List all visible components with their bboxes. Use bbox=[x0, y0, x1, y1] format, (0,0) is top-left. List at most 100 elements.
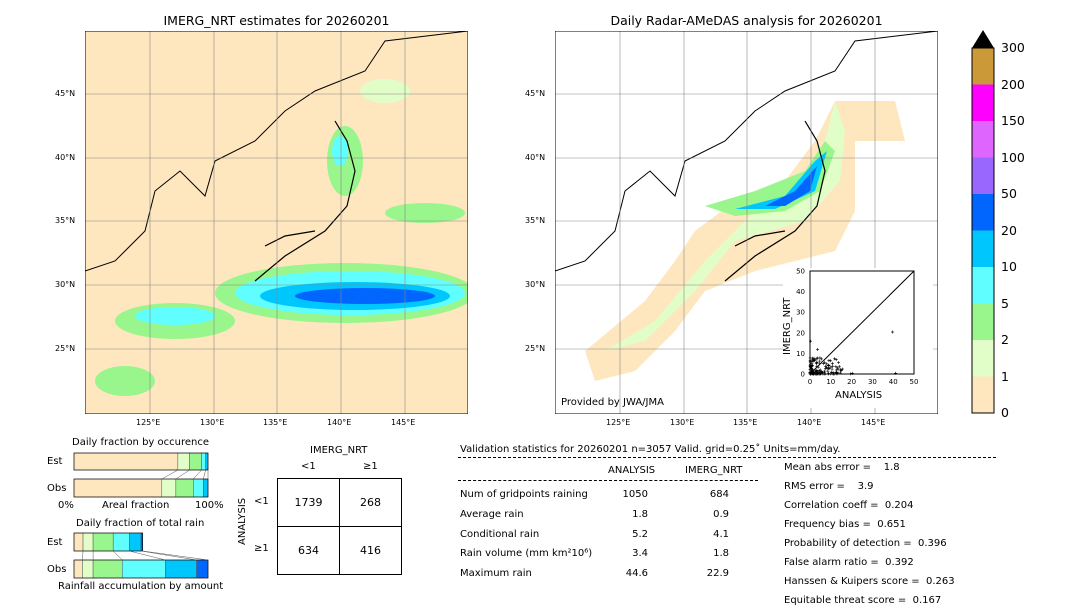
lon-tick-label: 135°E bbox=[733, 418, 758, 427]
score-line: Hanssen & Kuipers score = 0.263 bbox=[784, 576, 955, 587]
colorbar-segment bbox=[972, 376, 994, 413]
colorbar-segment bbox=[972, 157, 994, 194]
col-imerg: IMERG_NRT bbox=[685, 465, 743, 476]
stat-imerg: 1.8 bbox=[713, 548, 729, 559]
fraction-segment bbox=[73, 559, 83, 579]
scatter-ytick: 30 bbox=[796, 309, 805, 317]
scatter-xtick: 30 bbox=[868, 378, 877, 386]
colorbar-segment bbox=[972, 230, 994, 267]
occurrence-title: Daily fraction by occurence bbox=[72, 437, 210, 448]
col-label: <1 bbox=[301, 461, 316, 472]
fraction-bars bbox=[73, 452, 209, 579]
lat-tick-label: 45°N bbox=[525, 89, 546, 98]
scatter-ylabel: IMERG_NRT bbox=[782, 297, 793, 355]
colorbar-label: 20 bbox=[1001, 222, 1017, 238]
fraction-segment bbox=[175, 478, 194, 498]
lon-tick-label: 140°E bbox=[797, 418, 822, 427]
stat-imerg: 4.1 bbox=[713, 529, 729, 540]
stat-imerg: 684 bbox=[709, 489, 729, 500]
est-label: Est bbox=[47, 456, 63, 467]
row-label: ≥1 bbox=[254, 543, 269, 554]
scatter-ytick: 10 bbox=[796, 350, 805, 358]
fraction-segment bbox=[92, 532, 114, 552]
fraction-segment bbox=[92, 559, 123, 579]
colorbar bbox=[971, 30, 995, 414]
est-label: Est bbox=[47, 537, 63, 548]
fraction-segment bbox=[203, 478, 209, 498]
scatter-xlabel: ANALYSIS bbox=[835, 390, 883, 401]
lat-tick-label: 25°N bbox=[525, 344, 546, 353]
fraction-segment bbox=[177, 452, 190, 471]
stat-analysis: 44.6 bbox=[625, 568, 648, 579]
fraction-segment bbox=[73, 452, 179, 471]
stat-label: Conditional rain bbox=[460, 529, 540, 540]
colorbar-segment bbox=[972, 340, 994, 377]
scatter-points bbox=[808, 330, 897, 376]
coastline bbox=[555, 31, 938, 272]
japan-coastline bbox=[724, 120, 826, 282]
fraction-segment bbox=[196, 559, 209, 579]
contingency-row-title: ANALYSIS bbox=[237, 497, 248, 545]
stat-imerg: 22.9 bbox=[706, 568, 729, 579]
fraction-segment bbox=[205, 452, 209, 471]
fraction-segment bbox=[189, 452, 202, 471]
score-line: Equitable threat score = 0.167 bbox=[784, 595, 942, 606]
colorbar-segment bbox=[972, 267, 994, 304]
fraction-segment bbox=[129, 532, 142, 552]
colorbar-segment bbox=[972, 121, 994, 158]
obs-label: Obs bbox=[47, 483, 67, 494]
score-line: Probability of detection = 0.396 bbox=[784, 538, 947, 549]
stat-imerg: 0.9 bbox=[713, 509, 729, 520]
fraction-segment bbox=[121, 559, 166, 579]
contingency-col-title: IMERG_NRT bbox=[310, 445, 368, 456]
lat-tick-label: 30°N bbox=[55, 280, 76, 289]
lon-tick-label: 125°E bbox=[606, 418, 631, 427]
fraction-segment bbox=[112, 532, 130, 552]
colorbar-label: 50 bbox=[1001, 186, 1017, 201]
colorbar-extend-arrow bbox=[972, 30, 994, 48]
scatter-xtick: 0 bbox=[808, 378, 812, 386]
lon-tick-label: 130°E bbox=[670, 418, 695, 427]
lon-tick-label: 135°E bbox=[263, 418, 288, 427]
lon-tick-label: 145°E bbox=[391, 418, 416, 427]
stat-label: Average rain bbox=[460, 509, 524, 520]
fraction-segment bbox=[73, 532, 84, 552]
colorbar-label: 100 bbox=[1001, 149, 1025, 165]
lat-tick-label: 40°N bbox=[525, 153, 546, 162]
colorbar-label: 5 bbox=[1001, 295, 1009, 311]
cell-fp: 268 bbox=[339, 478, 402, 527]
one-to-one-line bbox=[809, 270, 915, 375]
stats-header: Validation statistics for 20260201 n=305… bbox=[460, 444, 841, 455]
colorbar-segment bbox=[972, 48, 994, 85]
scatter-ytick: 50 bbox=[796, 268, 805, 276]
scatter-ytick: 0 bbox=[801, 371, 805, 379]
imerg-map bbox=[85, 31, 468, 414]
stat-analysis: 5.2 bbox=[632, 529, 648, 540]
colorbar-segment bbox=[972, 303, 994, 340]
colorbar-label: 2 bbox=[1001, 332, 1009, 347]
lat-tick-label: 45°N bbox=[55, 89, 76, 98]
obs-label: Obs bbox=[47, 564, 67, 575]
japan-coastline bbox=[254, 120, 356, 282]
colorbar-label: 150 bbox=[1001, 113, 1025, 128]
lat-tick-label: 40°N bbox=[55, 153, 76, 162]
lat-tick-label: 25°N bbox=[55, 344, 76, 353]
stat-label: Num of gridpoints raining bbox=[460, 489, 588, 500]
score-line: RMS error = 3.9 bbox=[784, 481, 874, 492]
scatter-ytick: 20 bbox=[796, 329, 805, 337]
coastline bbox=[85, 31, 468, 272]
colorbar-label: 200 bbox=[1001, 76, 1025, 92]
lat-tick-label: 30°N bbox=[525, 280, 546, 289]
lat-tick-label: 35°N bbox=[55, 216, 76, 225]
scatter-xtick: 10 bbox=[826, 378, 835, 386]
cell-tp: 416 bbox=[339, 526, 402, 575]
fraction-segment bbox=[165, 559, 197, 579]
colorbar-segment bbox=[972, 194, 994, 231]
lon-tick-label: 140°E bbox=[327, 418, 352, 427]
score-line: Frequency bias = 0.651 bbox=[784, 519, 906, 530]
radar-map bbox=[555, 31, 938, 414]
cell-fn: 634 bbox=[277, 526, 340, 575]
row-label: <1 bbox=[254, 496, 269, 507]
total-rain-title: Daily fraction of total rain bbox=[76, 518, 205, 529]
